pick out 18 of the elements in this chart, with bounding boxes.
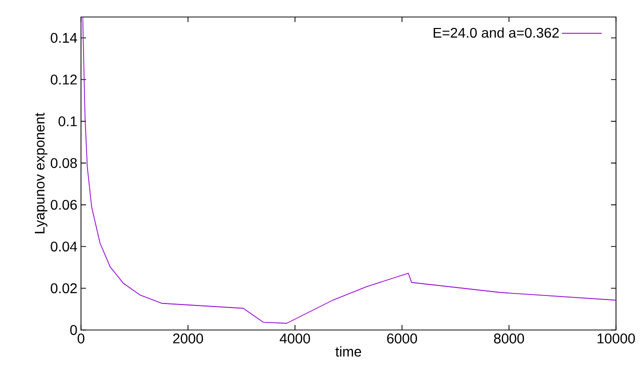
y-tick-label: 0.14 [50,32,78,43]
y-tick-label: 0.12 [50,74,77,85]
y-tick-label: 0 [70,325,77,335]
x-tick-label: 10000 [598,334,635,344]
y-tick-label: 0.06 [50,200,77,210]
x-axis-title: time [335,346,362,357]
y-tick-label: 0.04 [50,242,78,252]
y-tick-label: 0.02 [50,283,77,294]
line-series [82,17,616,324]
x-tick-label: 4000 [280,334,310,344]
x-tick-label: 6000 [387,334,418,344]
y-tick-label: 0.1 [58,116,77,126]
y-tick-label: 0.08 [50,158,77,168]
x-tick-label: 8000 [494,334,524,344]
y-axis-title: Lyapunov exponent [34,112,48,234]
legend-label: E=24.0 and a=0.362 [434,27,559,38]
x-tick-label: 0 [78,334,84,344]
x-tick-label: 2000 [173,334,204,344]
